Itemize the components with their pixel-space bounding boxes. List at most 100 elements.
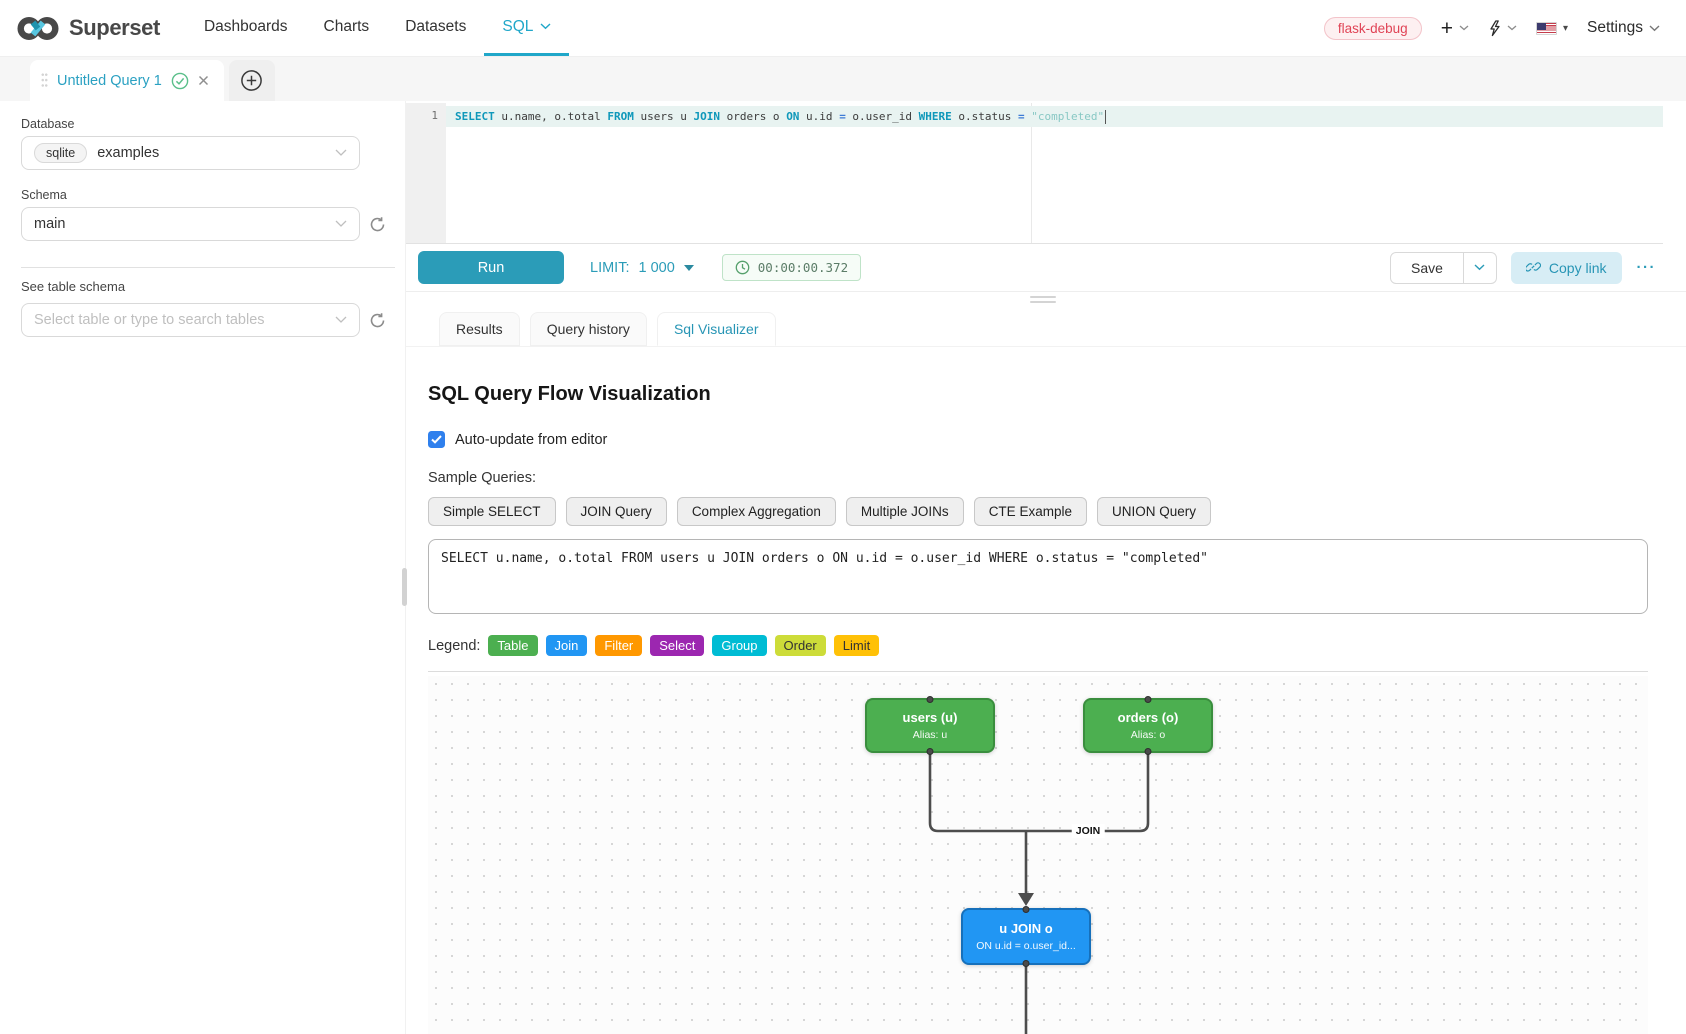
settings-menu[interactable]: Settings <box>1587 19 1660 37</box>
sample-query-button[interactable]: UNION Query <box>1096 497 1211 526</box>
node-title: orders (o) <box>1117 710 1179 725</box>
pane-resize-handle[interactable] <box>1030 296 1056 306</box>
caret-down-icon <box>683 264 694 271</box>
refresh-tables-button[interactable] <box>369 312 386 329</box>
copy-link-button[interactable]: Copy link <box>1510 251 1622 284</box>
sync-icon <box>370 216 385 231</box>
settings-label: Settings <box>1586 19 1643 36</box>
flow-canvas[interactable]: users (u) Alias: u orders (o) Alias: o J… <box>428 676 1648 1034</box>
legend-chip: Limit <box>833 635 880 656</box>
run-button[interactable]: Run <box>418 251 564 284</box>
sample-query-button[interactable]: CTE Example <box>973 497 1087 526</box>
sql-visualizer-panel: SQL Query Flow Visualization Auto-update… <box>428 347 1648 672</box>
new-item-button[interactable]: + <box>1441 18 1469 39</box>
table-select-placeholder: Select table or type to search tables <box>34 312 265 328</box>
sample-query-button[interactable]: Simple SELECT <box>428 497 556 526</box>
line-number: 1 <box>431 109 438 122</box>
sample-query-button[interactable]: Complex Aggregation <box>676 497 836 526</box>
query-tab[interactable]: Untitled Query 1 <box>30 60 224 101</box>
node-handle[interactable] <box>1144 696 1152 703</box>
environment-tag: flask-debug <box>1323 16 1422 40</box>
result-tabs: Results Query history Sql Visualizer <box>439 312 776 346</box>
legend-label: Legend: <box>428 637 481 654</box>
query-timer-badge: 00:00:00.372 <box>721 254 862 281</box>
chevron-down-icon <box>1507 25 1517 31</box>
result-tab[interactable]: Query history <box>529 312 647 346</box>
chevron-down-icon <box>335 220 347 228</box>
query-input[interactable]: SELECT u.name, o.total FROM users u JOIN… <box>428 539 1648 614</box>
node-subtitle: ON u.id = o.user_id... <box>976 940 1076 952</box>
code-tokens: SELECT u.name, o.total FROM users u JOIN… <box>455 110 1105 123</box>
node-handle[interactable] <box>1022 906 1030 913</box>
caret-down-icon: ▾ <box>1562 22 1568 34</box>
legend-chip: Table <box>488 635 538 656</box>
legend-chip: Filter <box>595 635 643 656</box>
us-flag-icon <box>1535 21 1557 35</box>
pane-scrollbar[interactable] <box>402 568 407 606</box>
limit-value: 1 000 <box>638 259 675 276</box>
sample-query-button[interactable]: JOIN Query <box>565 497 667 526</box>
chevron-down-icon <box>1649 24 1660 31</box>
chevron-down-icon <box>1474 264 1485 271</box>
limit-dropdown[interactable]: LIMIT: 1 000 <box>590 260 694 276</box>
node-handle[interactable] <box>926 748 934 755</box>
save-button[interactable]: Save <box>1389 251 1464 284</box>
node-handle[interactable] <box>926 696 934 703</box>
database-select[interactable]: sqlite examples <box>21 136 360 170</box>
language-picker[interactable]: ▾ <box>1535 21 1568 35</box>
more-actions-button[interactable]: ··· <box>1636 259 1656 276</box>
check-circle-icon <box>171 72 189 89</box>
node-handle[interactable] <box>1022 960 1030 967</box>
navbar-right: flask-debug + ▾ Settings <box>1323 0 1660 56</box>
schema-select[interactable]: main <box>21 207 360 241</box>
save-options-button[interactable] <box>1463 251 1497 284</box>
nav-charts[interactable]: Charts <box>323 17 370 35</box>
refresh-schema-button[interactable] <box>369 216 386 233</box>
brand-name: Superset <box>69 15 160 40</box>
clock-icon <box>735 260 750 275</box>
editor-active-line[interactable]: SELECT u.name, o.total FROM users u JOIN… <box>446 106 1663 127</box>
node-handle[interactable] <box>1144 748 1152 755</box>
lightning-icon <box>1490 19 1500 36</box>
node-title: u JOIN o <box>999 921 1053 936</box>
nav-dashboards[interactable]: Dashboards <box>203 17 288 35</box>
chevron-down-icon <box>1459 25 1469 31</box>
sql-lab-sidebar: Database sqlite examples Schema main See… <box>0 101 406 1034</box>
query-tab-strip: Untitled Query 1 <box>0 57 1686 101</box>
database-value: examples <box>97 145 160 161</box>
query-tab-title: Untitled Query 1 <box>57 72 162 89</box>
chevron-down-icon <box>335 149 347 157</box>
auto-update-checkbox[interactable] <box>428 431 445 448</box>
sql-editor[interactable]: 1 SELECT u.name, o.total FROM users u JO… <box>406 103 1663 244</box>
result-tab[interactable]: Results <box>439 312 520 346</box>
content-divider <box>428 671 1648 672</box>
table-schema-label: See table schema <box>21 279 126 294</box>
nav-sql[interactable]: SQL <box>484 0 570 56</box>
flow-node-users[interactable]: users (u) Alias: u <box>865 696 995 755</box>
result-tab[interactable]: Sql Visualizer <box>656 312 776 346</box>
table-select[interactable]: Select table or type to search tables <box>21 303 360 337</box>
sql-lab-main-pane: 1 SELECT u.name, o.total FROM users u JO… <box>402 101 1686 1034</box>
superset-logo[interactable]: Superset <box>16 0 160 56</box>
sample-queries-label: Sample Queries: <box>428 470 536 486</box>
query-shortcuts-button[interactable] <box>1488 19 1517 37</box>
legend-chips: Table Join Filter Select Group Order Limit <box>488 635 880 656</box>
legend-chip: Group <box>712 635 767 656</box>
main-nav: Dashboards Charts Datasets SQL <box>186 0 570 56</box>
sync-icon <box>370 312 385 327</box>
editor-gutter: 1 <box>406 103 446 243</box>
sidebar-divider <box>21 267 395 268</box>
panel-title: SQL Query Flow Visualization <box>428 383 711 405</box>
top-navbar: Superset Dashboards Charts Datasets SQL … <box>0 0 1686 57</box>
node-subtitle: Alias: u <box>912 729 948 741</box>
legend-chip: Select <box>650 635 705 656</box>
close-icon[interactable] <box>198 75 209 86</box>
chevron-down-icon <box>335 316 347 324</box>
flow-node-join[interactable]: u JOIN o ON u.id = o.user_id... <box>961 906 1091 967</box>
drag-handle-icon[interactable] <box>41 72 48 89</box>
sample-query-button[interactable]: Multiple JOINs <box>845 497 964 526</box>
nav-datasets[interactable]: Datasets <box>405 17 467 35</box>
new-query-tab-button[interactable] <box>228 60 275 101</box>
database-label: Database <box>21 117 75 131</box>
flow-node-orders[interactable]: orders (o) Alias: o <box>1083 696 1213 755</box>
